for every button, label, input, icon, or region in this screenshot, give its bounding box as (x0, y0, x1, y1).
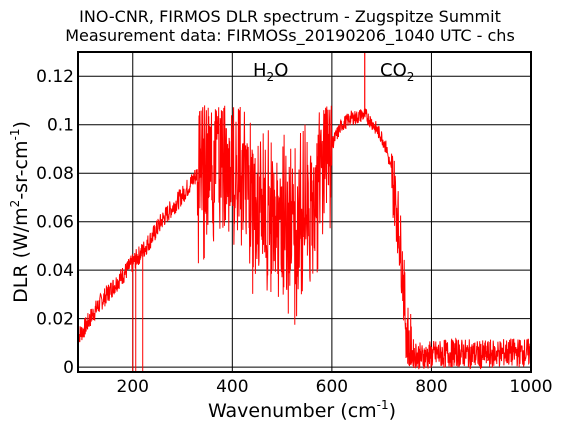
y-axis-ticks: 0 0.02 0.04 0.06 0.08 0.1 0.12 (36, 67, 74, 378)
x-tick-label: 600 (316, 377, 348, 397)
y-tick-label: 0.08 (36, 164, 74, 184)
series-line-dlr (77, 105, 532, 370)
chart-title: INO-CNR, FIRMOS DLR spectrum - Zugspitze… (79, 7, 501, 26)
annotation-h2o: H2O (253, 60, 288, 84)
chart-subtitle: Measurement data: FIRMOSs_20190206_1040 … (65, 26, 515, 46)
y-tick-label: 0.04 (36, 261, 74, 281)
x-axis-ticks: 200 400 600 800 1000 (117, 377, 553, 397)
y-tick-label: 0.02 (36, 310, 74, 330)
plot-frame (77, 51, 532, 373)
x-tick-label: 800 (415, 377, 447, 397)
x-tick-label: 400 (216, 377, 248, 397)
y-tick-label: 0.12 (36, 67, 74, 87)
x-tick-label: 1000 (509, 377, 552, 397)
y-axis-label: DLR (W/m2-sr-cm-1) (8, 121, 32, 303)
x-tick-label: 200 (117, 377, 149, 397)
x-axis-label: Wavenumber (cm-1) (208, 398, 396, 422)
y-tick-label: 0 (63, 358, 74, 378)
y-tick-label: 0.1 (47, 116, 74, 136)
series-noise-spikes (132, 52, 366, 372)
y-tick-label: 0.06 (36, 213, 74, 233)
